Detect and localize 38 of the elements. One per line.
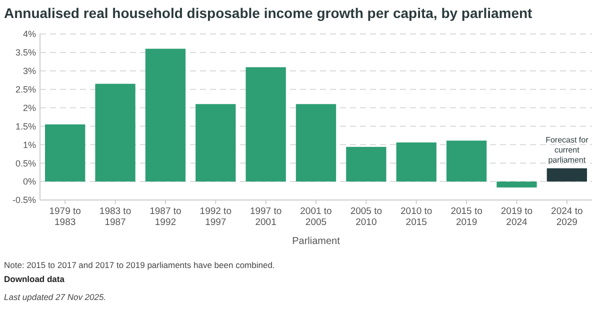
x-tick-label: 2024 to 2029 [551, 206, 583, 228]
y-tick-label: 1.5% [15, 121, 36, 132]
x-tick-label: 1983 to 1987 [99, 206, 132, 228]
y-tick-label: -0.5% [12, 195, 36, 206]
annotation: Forecast for current parliament [546, 135, 589, 164]
y-tick-label: 4% [22, 29, 36, 40]
x-tick-label: 2019 to 2024 [500, 206, 533, 228]
text: Download data [4, 274, 65, 284]
y-tick-label: 1% [22, 140, 36, 150]
bar [145, 48, 186, 182]
bar [246, 67, 286, 182]
bar [95, 84, 136, 182]
bar [446, 140, 487, 182]
x-tick-label: 1987 to 1992 [150, 206, 182, 228]
y-tick-label: 3.5% [15, 48, 36, 58]
bar [496, 182, 537, 188]
x-tick-label: 2005 to 2010 [350, 206, 382, 228]
bar [45, 124, 86, 182]
y-tick-label: 2% [22, 102, 36, 113]
x-axis-title: Parliament [292, 236, 340, 247]
bar [396, 142, 436, 182]
x-tick-label: 2001 to 2005 [300, 206, 332, 228]
bar [546, 168, 587, 182]
x-tick-label: 1992 to 1997 [200, 206, 232, 228]
bar [196, 104, 236, 182]
x-tick-label: 2010 to 2015 [400, 206, 432, 228]
chart-title: Annualised real household disposable income growth per capita, by parliament [4, 5, 533, 21]
bar [296, 104, 336, 182]
y-tick-label: 2.5% [15, 84, 36, 94]
x-tick-label: 1997 to 2001 [250, 206, 282, 228]
text: Note: 2015 to 2017 and 2017 to 2019 parliaments have been combined. [4, 260, 275, 270]
y-tick-label: 3% [22, 66, 36, 76]
bar [346, 146, 386, 182]
text: Last updated 27 Nov 2025. [4, 292, 106, 302]
x-tick-label: 1979 to 1983 [49, 206, 81, 228]
y-tick-label: 0% [22, 176, 36, 187]
y-tick-label: 0.5% [15, 158, 36, 168]
x-tick-label: 2015 to 2019 [450, 206, 482, 228]
